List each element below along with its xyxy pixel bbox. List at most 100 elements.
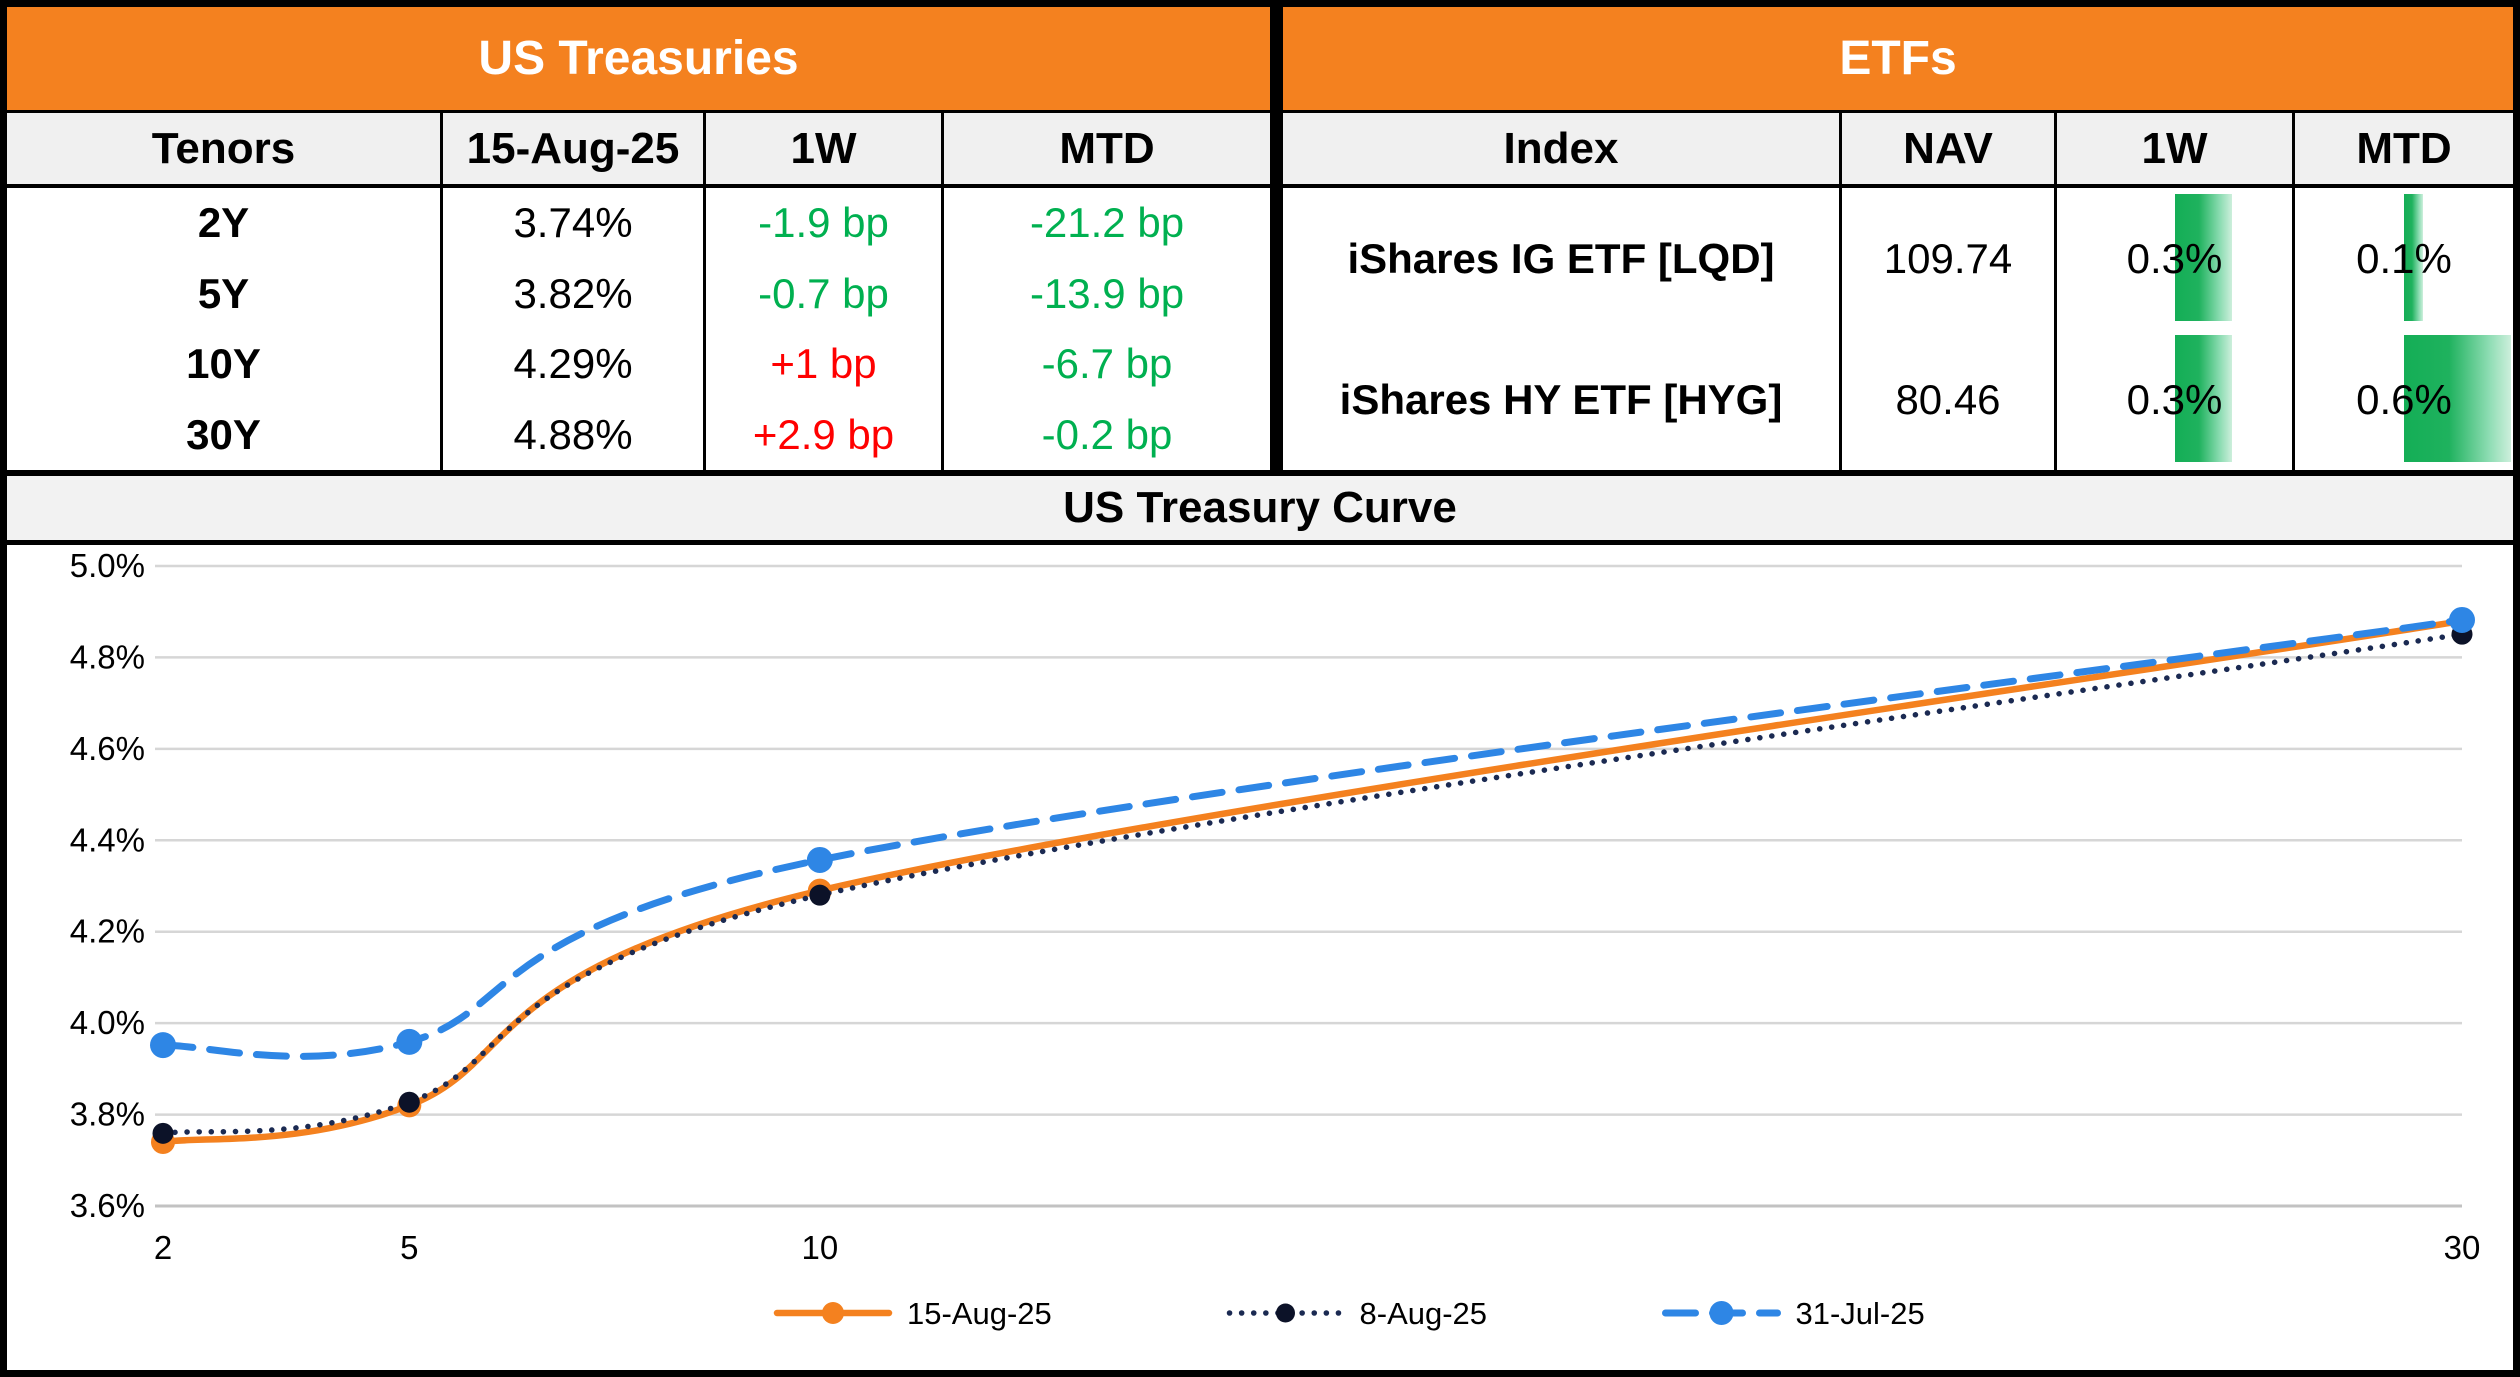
- treasury-cell-mtd: -21.2 bp: [941, 188, 1270, 259]
- etfs-title: ETFs: [1839, 32, 1957, 85]
- treasury-row-30Y: 30Y 4.88% +2.9 bp -0.2 bp: [7, 399, 1270, 471]
- treasuries-body: 2Y 3.74% -1.9 bp -21.2 bp 5Y 3.82% -0.7 bp -13.…: [7, 188, 1270, 470]
- etf-cell-index-value: iShares IG ETF [LQD]: [1347, 234, 1775, 282]
- x-axis-tick-label: 30: [2444, 1229, 2481, 1266]
- x-axis-tick-label: 2: [154, 1229, 172, 1266]
- treasury-cell-w1: -0.7 bp: [703, 258, 941, 329]
- series-line-8-Aug-25: [160, 631, 2465, 1137]
- etf-cell-mtd-databar: [2404, 334, 2511, 462]
- etf-cell-nav-value: 109.74: [1883, 234, 2013, 282]
- treasuries-header-mtd: MTD: [941, 113, 1270, 184]
- treasury-cell-tenor: 10Y: [7, 329, 440, 400]
- y-axis-tick-label: 3.6%: [70, 1187, 145, 1224]
- treasury-cell-tenor-value: 2Y: [197, 199, 250, 247]
- treasury-row-5Y: 5Y 3.82% -0.7 bp -13.9 bp: [7, 258, 1270, 330]
- treasury-cell-tenor: 5Y: [7, 259, 440, 330]
- legend-label-15-Aug-25: 15-Aug-25: [907, 1296, 1052, 1331]
- treasury-row-10Y: 10Y 4.29% +1 bp -6.7 bp: [7, 329, 1270, 400]
- etf-cell-w1: 0.3%: [2054, 329, 2292, 470]
- treasury-cell-mtd-value: -6.7 bp: [1041, 340, 1173, 388]
- etf-cell-nav-value: 80.46: [1895, 375, 2001, 423]
- treasuries-header-tenors: Tenors: [151, 123, 296, 173]
- treasury-cell-w1: +1 bp: [703, 329, 941, 400]
- y-axis-tick-label: 4.8%: [70, 638, 145, 675]
- y-axis-tick-label: 4.6%: [70, 730, 145, 767]
- etf-cell-index-value: iShares HY ETF [HYG]: [1339, 375, 1783, 423]
- series-line-15-Aug-25: [159, 617, 2466, 1146]
- etf-cell-mtd-databar: [2404, 193, 2423, 321]
- etfs-header-mtd: MTD: [2292, 113, 2513, 184]
- treasuries-header-date: 15-Aug-25: [440, 113, 703, 184]
- y-axis-tick-label: 4.2%: [70, 913, 145, 950]
- us-treasuries-table: US Treasuries Tenors 15-Aug-25 1W MTD 2Y…: [7, 7, 1270, 470]
- etf-cell-w1-databar: [2174, 334, 2232, 462]
- treasury-cell-mtd-value: -0.2 bp: [1041, 410, 1173, 458]
- etf-cell-w1: 0.3%: [2054, 188, 2292, 329]
- legend-marker-8-Aug-25: [1276, 1303, 1295, 1323]
- legend-marker-31-Jul-25: [1709, 1301, 1734, 1325]
- legend-marker-15-Aug-25: [822, 1302, 844, 1324]
- treasury-curve-svg: 5.0% 4.8% 4.6% 4.4% 4.2% 4.0% 3.8% 3.6%2 5 10 30 15…: [70, 547, 2481, 1331]
- summary-tables: US Treasuries Tenors 15-Aug-25 1W MTD 2Y…: [7, 7, 2513, 470]
- etf-cell-w1-databar: [2174, 193, 2232, 321]
- etf-cell-w1-value: 0.3%: [2126, 234, 2223, 282]
- treasury-cell-mtd-value: -21.2 bp: [1029, 199, 1185, 247]
- etfs-header-index: Index: [1503, 123, 1619, 173]
- us-treasuries-header-row: Tenors 15-Aug-25 1W MTD: [7, 110, 1270, 188]
- y-axis-tick-label: 3.8%: [70, 1096, 145, 1133]
- us-treasuries-title: US Treasuries: [478, 32, 799, 85]
- treasury-cell-rate-value: 3.82%: [513, 269, 633, 317]
- etfs-header-1w: 1W: [2054, 113, 2292, 184]
- etf-cell-index: iShares HY ETF [HYG]: [1283, 329, 1839, 470]
- data-point-marker-8-Aug-25: [809, 884, 831, 906]
- treasury-cell-tenor-value: 30Y: [186, 410, 261, 458]
- treasury-cell-mtd: -0.2 bp: [941, 399, 1270, 470]
- etf-cell-mtd-value: 0.1%: [2356, 234, 2452, 282]
- etf-cell-w1-value: 0.3%: [2126, 375, 2223, 423]
- etf-cell-nav: 109.74: [1839, 188, 2054, 329]
- legend-label-8-Aug-25: 8-Aug-25: [1360, 1296, 1488, 1331]
- treasury-cell-tenor-value: 10Y: [186, 340, 261, 388]
- treasury-cell-w1-value: +2.9 bp: [752, 410, 895, 458]
- y-axis-tick-label: 5.0%: [70, 547, 145, 584]
- table-divider: [1270, 7, 1283, 470]
- treasury-cell-w1: -1.9 bp: [703, 188, 941, 259]
- y-axis-tick-label: 4.0%: [70, 1004, 145, 1041]
- data-point-marker-31-Jul-25: [2449, 606, 2475, 633]
- treasury-cell-rate-value: 3.74%: [513, 199, 633, 247]
- chart-title-band: US Treasury Curve: [7, 470, 2513, 545]
- treasury-cell-rate: 3.82%: [440, 258, 703, 329]
- treasury-cell-tenor: 30Y: [7, 400, 440, 471]
- treasury-cell-tenor: 2Y: [7, 188, 440, 259]
- etf-cell-mtd: 0.6%: [2292, 329, 2513, 470]
- treasury-cell-w1-value: +1 bp: [770, 340, 877, 388]
- data-point-marker-31-Jul-25: [150, 1032, 176, 1059]
- etfs-title-band: ETFs: [1283, 7, 2513, 110]
- data-point-marker-8-Aug-25: [398, 1091, 420, 1113]
- etf-row-lqd: iShares IG ETF [LQD] 109.74 0.3% 0.1%: [1283, 188, 2513, 329]
- treasuries-header-1w: 1W: [703, 113, 941, 184]
- treasury-cell-rate: 4.88%: [440, 399, 703, 470]
- etf-cell-nav: 80.46: [1839, 329, 2054, 470]
- etfs-body: iShares IG ETF [LQD] 109.74 0.3% 0.1% iShare…: [1283, 188, 2513, 470]
- treasury-cell-mtd: -6.7 bp: [941, 329, 1270, 400]
- etfs-header-row: Index NAV 1W MTD: [1283, 110, 2513, 188]
- treasury-row-2Y: 2Y 3.74% -1.9 bp -21.2 bp: [7, 188, 1270, 259]
- etf-cell-index: iShares IG ETF [LQD]: [1283, 188, 1839, 329]
- treasury-cell-w1: +2.9 bp: [703, 399, 941, 470]
- chart-title: US Treasury Curve: [1063, 483, 1457, 532]
- y-axis-tick-label: 4.4%: [70, 821, 145, 858]
- legend-label-31-Jul-25: 31-Jul-25: [1796, 1296, 1925, 1331]
- x-axis-tick-label: 10: [801, 1229, 838, 1266]
- treasury-cell-w1-value: -0.7 bp: [758, 269, 889, 317]
- data-point-marker-8-Aug-25: [152, 1122, 174, 1144]
- etf-row-hyg: iShares HY ETF [HYG] 80.46 0.3% 0.6%: [1283, 329, 2513, 470]
- treasury-cell-w1-value: -1.9 bp: [758, 199, 889, 247]
- x-axis-tick-label: 5: [400, 1229, 418, 1266]
- treasury-cell-rate-value: 4.29%: [513, 340, 633, 388]
- treasury-cell-mtd-value: -13.9 bp: [1029, 269, 1185, 317]
- data-point-marker-31-Jul-25: [806, 846, 833, 873]
- treasury-cell-mtd: -13.9 bp: [941, 258, 1270, 329]
- treasury-curve-chart: 5.0% 4.8% 4.6% 4.4% 4.2% 4.0% 3.8% 3.6% 2 5 10 30 15…: [7, 545, 2513, 1370]
